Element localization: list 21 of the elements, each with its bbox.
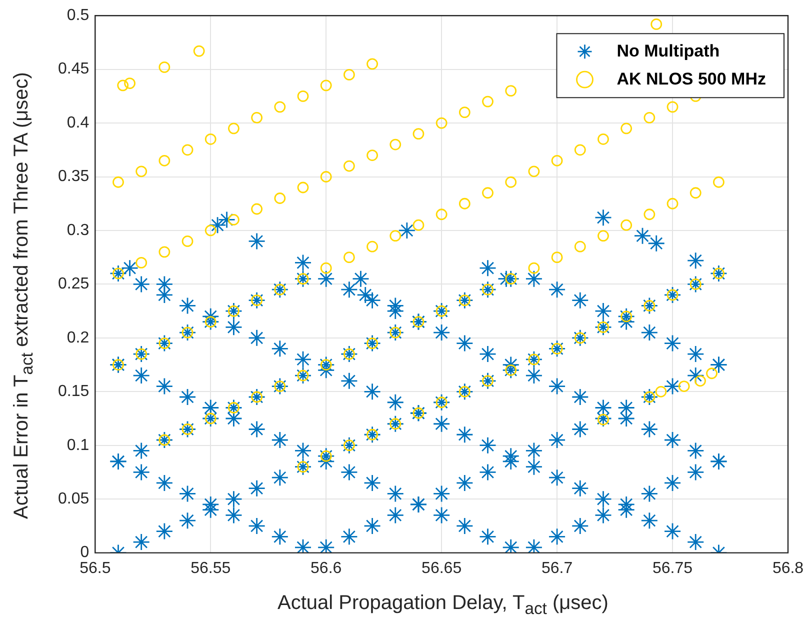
legend-label: AK NLOS 500 MHz: [616, 69, 766, 88]
y-tick-label: 0.1: [66, 436, 90, 454]
x-tick-label: 56.65: [422, 560, 462, 577]
x-tick-label: 56.55: [190, 560, 231, 577]
x-tick-label: 56.75: [652, 560, 693, 577]
x-tick-label: 56.6: [310, 560, 342, 577]
y-tick-label: 0.5: [66, 7, 90, 24]
y-tick-label: 0.45: [58, 60, 90, 78]
x-tick-label: 56.5: [80, 560, 111, 577]
y-tick-label: 0: [80, 544, 90, 562]
x-tick-label: 56.8: [772, 560, 804, 577]
y-tick-label: 0.05: [58, 490, 90, 508]
y-tick-label: 0.25: [58, 276, 90, 293]
y-tick-label: 0.35: [58, 168, 90, 186]
y-tick-label: 0.3: [66, 222, 90, 239]
y-tick-label: 0.2: [66, 329, 90, 346]
legend-label: No Multipath: [616, 41, 720, 60]
y-tick-label: 0.15: [58, 383, 90, 400]
x-axis-title: Actual Propagation Delay, T$_{act}$ (μsec): [276, 592, 610, 619]
y-tick-label: 0.4: [66, 114, 90, 132]
x-tick-label: 56.7: [541, 560, 573, 577]
